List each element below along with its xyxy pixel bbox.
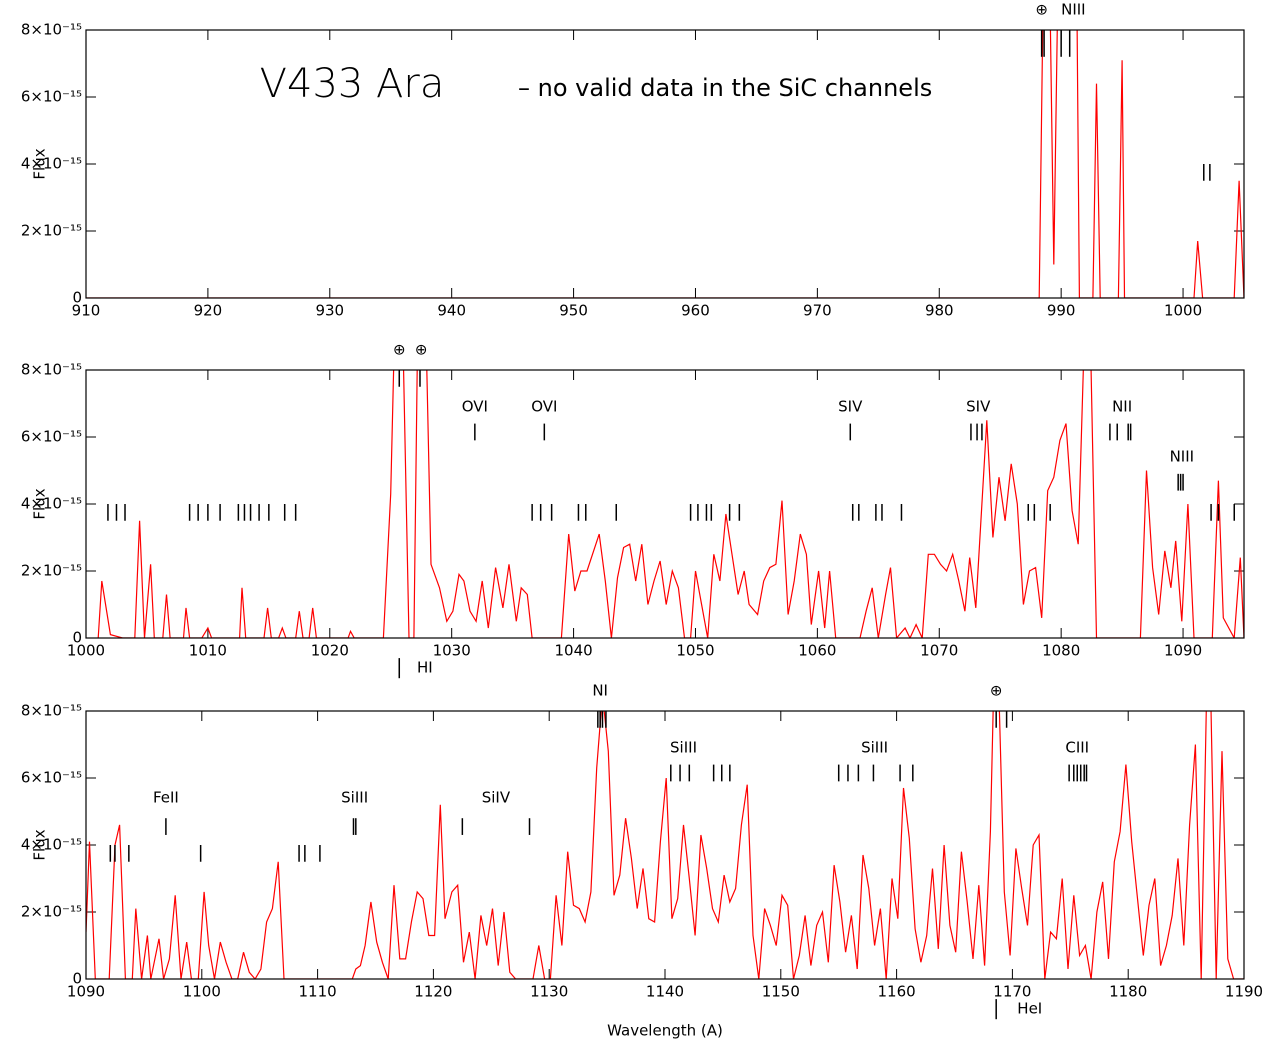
line-id-label: NII	[1112, 397, 1132, 415]
panel: 910 920 930 940 950 960 970 980 990 1000 0 2×10⁻¹⁵ 4…	[21, 0, 1245, 320]
x-tick-label: 920	[194, 302, 223, 320]
line-id-label: ⊕	[393, 340, 406, 358]
x-tick-label: 1090	[67, 983, 105, 1001]
line-id-label: SIV	[838, 397, 863, 415]
line-id-label: OVI	[531, 397, 557, 415]
x-tick-label: 960	[681, 302, 710, 320]
x-tick-label: 1130	[530, 983, 568, 1001]
y-tick-label: 8×10⁻¹⁵	[21, 361, 82, 379]
x-axis-label: Wavelength (A)	[607, 1022, 723, 1040]
line-id-label: NIII	[1061, 0, 1086, 18]
line-id-label: HeI	[1017, 1000, 1042, 1018]
data-line	[86, 711, 1244, 979]
x-tick-label: 1070	[920, 642, 958, 660]
x-tick-label: 1100	[183, 983, 221, 1001]
line-id-label: SiIII	[670, 738, 697, 756]
line-id-label: ⊕	[1035, 0, 1048, 18]
y-tick-label: 4×10⁻¹⁵	[21, 836, 82, 854]
x-tick-label: 1050	[676, 642, 714, 660]
data-line	[86, 30, 1244, 298]
y-tick-label: 8×10⁻¹⁵	[21, 702, 82, 720]
y-tick-label: 0	[72, 629, 82, 647]
y-axis-label: Flux	[31, 488, 49, 519]
chart-title: V433 Ara	[260, 61, 445, 107]
x-tick-label: 1110	[299, 983, 337, 1001]
y-tick-label: 0	[72, 970, 82, 988]
y-tick-label: 0	[72, 289, 82, 307]
x-tick-label: 930	[315, 302, 344, 320]
x-tick-label: 990	[1047, 302, 1076, 320]
x-tick-label: 1150	[762, 983, 800, 1001]
x-tick-label: 1120	[414, 983, 452, 1001]
x-tick-label: 1080	[1042, 642, 1080, 660]
line-id-label: ⊕	[415, 340, 428, 358]
x-tick-label: 1140	[646, 983, 684, 1001]
line-id-label: FeII	[153, 789, 179, 807]
x-tick-label: 980	[925, 302, 954, 320]
line-id-label: CIII	[1065, 738, 1089, 756]
y-tick-label: 4×10⁻¹⁵	[21, 495, 82, 513]
y-axis-label: Flux	[31, 829, 49, 860]
y-tick-label: 2×10⁻¹⁵	[21, 562, 82, 580]
y-tick-label: 2×10⁻¹⁵	[21, 903, 82, 921]
x-tick-label: 1190	[1225, 983, 1263, 1001]
line-id-label: SiIII	[861, 738, 888, 756]
data-line	[97, 370, 1244, 638]
line-id-label: NIII	[1170, 448, 1195, 466]
x-tick-label: 970	[803, 302, 832, 320]
x-tick-label: 1000	[1164, 302, 1202, 320]
line-id-label: NI	[592, 681, 608, 699]
x-tick-label: 910	[72, 302, 101, 320]
line-id-label: ⊕	[990, 681, 1003, 699]
plot-frame	[85, 369, 1245, 639]
y-tick-label: 6×10⁻¹⁵	[21, 88, 82, 106]
x-tick-label: 1180	[1109, 983, 1147, 1001]
line-id-label: SiIV	[482, 789, 511, 807]
line-id-label: SiIII	[341, 789, 368, 807]
x-tick-label: 1060	[798, 642, 836, 660]
y-tick-label: 6×10⁻¹⁵	[21, 428, 82, 446]
panel: 1000 1010 1020 1030 1040 1050 1060 1070 1080 1090…	[21, 340, 1245, 679]
x-tick-label: 1170	[993, 983, 1031, 1001]
annotation: – no valid data in the SiC channels	[518, 74, 932, 102]
plot-frame	[85, 710, 1245, 980]
x-tick-label: 1160	[878, 983, 916, 1001]
plot-frame	[85, 29, 1245, 299]
x-tick-label: 1020	[311, 642, 349, 660]
x-tick-label: 940	[437, 302, 466, 320]
x-tick-label: 950	[559, 302, 588, 320]
x-tick-label: 1030	[433, 642, 471, 660]
y-tick-label: 4×10⁻¹⁵	[21, 155, 82, 173]
panel: 1090 1100 1110 1120 1130 1140 1150 1160 1170 1180…	[21, 681, 1263, 1040]
y-tick-label: 6×10⁻¹⁵	[21, 769, 82, 787]
x-tick-label: 1040	[554, 642, 592, 660]
y-tick-label: 8×10⁻¹⁵	[21, 21, 82, 39]
x-tick-label: 1010	[189, 642, 227, 660]
line-id-label: SIV	[966, 397, 991, 415]
line-id-label: HI	[417, 659, 433, 677]
line-id-label: OVI	[462, 397, 488, 415]
x-tick-label: 1090	[1164, 642, 1202, 660]
x-tick-label: 1000	[67, 642, 105, 660]
y-axis-label: Flux	[31, 148, 49, 179]
y-tick-label: 2×10⁻¹⁵	[21, 222, 82, 240]
